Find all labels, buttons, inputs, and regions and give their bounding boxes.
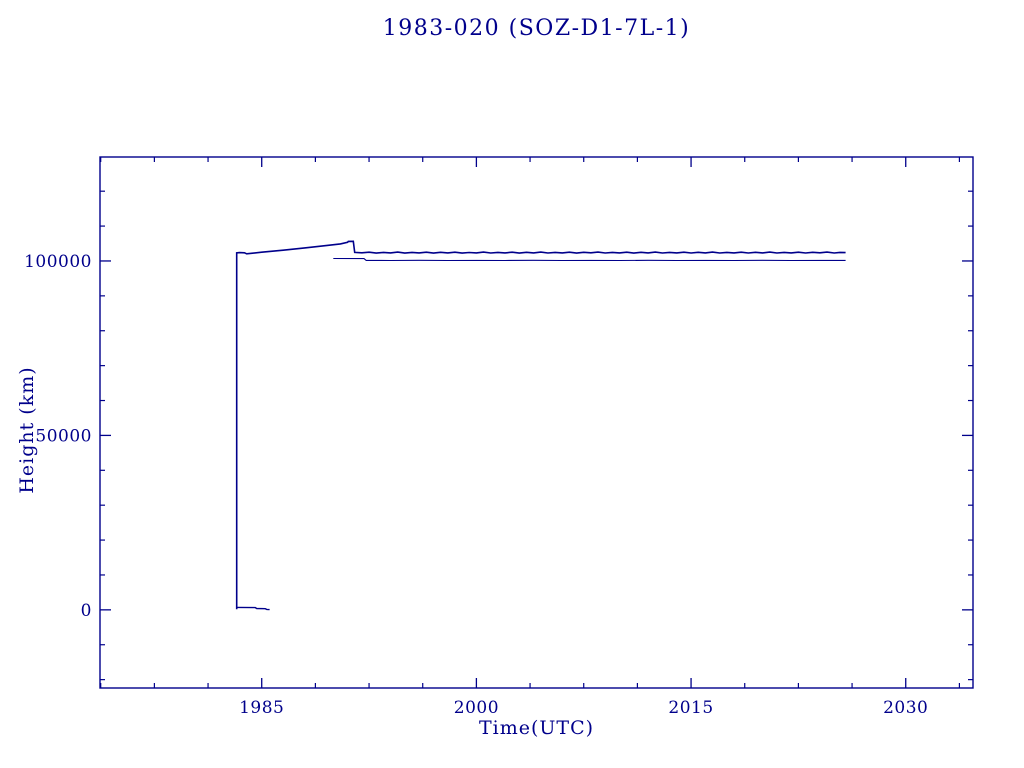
series-perigee-decay-line [236, 606, 270, 611]
y-tick-label: 100000 [24, 252, 92, 272]
x-tick-label: 2000 [454, 698, 499, 718]
x-tick-label: 2030 [883, 698, 928, 718]
y-tick-label: 0 [81, 601, 92, 621]
x-axis-title: Time(UTC) [478, 717, 595, 739]
x-tick-label: 1985 [239, 698, 284, 718]
plot-box [99, 156, 974, 689]
chart-title: 1983-020 (SOZ-D1-7L-1) [382, 16, 691, 41]
series-apogee-height-line [235, 240, 846, 610]
y-tick-label: 50000 [35, 426, 92, 446]
series-secondary-height-line [333, 257, 846, 262]
x-tick-label: 2015 [668, 698, 713, 718]
y-axis-title: Height (km) [16, 366, 38, 494]
